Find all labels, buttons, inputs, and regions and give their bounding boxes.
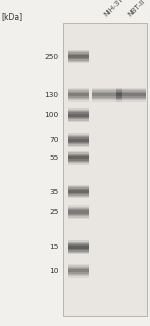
Bar — [68, 152, 88, 163]
Bar — [68, 265, 88, 276]
Bar — [68, 108, 88, 122]
Bar — [68, 268, 88, 274]
Bar — [68, 155, 88, 161]
Bar — [68, 112, 88, 118]
Bar — [68, 264, 88, 277]
Bar — [68, 92, 88, 98]
Bar — [68, 90, 88, 99]
Bar — [68, 111, 88, 119]
Bar — [68, 242, 88, 253]
Bar — [68, 187, 88, 196]
Text: NIH-3T3: NIH-3T3 — [103, 0, 128, 18]
Text: 100: 100 — [44, 112, 58, 118]
Bar — [116, 92, 146, 98]
Bar — [68, 137, 88, 143]
Bar — [68, 186, 88, 197]
Bar — [68, 139, 88, 142]
Bar — [68, 154, 88, 162]
Bar — [92, 93, 122, 96]
Text: 250: 250 — [44, 53, 58, 60]
Text: NBT-II: NBT-II — [127, 0, 146, 18]
Bar — [92, 92, 122, 98]
Bar — [68, 209, 88, 215]
Text: 35: 35 — [49, 188, 58, 195]
Bar — [68, 156, 88, 159]
Bar — [68, 89, 88, 100]
Text: 130: 130 — [44, 92, 58, 98]
Bar — [68, 211, 88, 214]
Bar — [92, 89, 122, 100]
Bar — [68, 269, 88, 272]
Bar — [68, 240, 88, 254]
Bar — [116, 88, 146, 102]
Bar — [68, 136, 88, 144]
Bar — [68, 205, 88, 219]
Bar — [68, 93, 88, 96]
Bar — [68, 207, 88, 218]
Bar — [68, 133, 88, 147]
Bar — [68, 53, 88, 59]
Bar — [116, 93, 146, 96]
Bar — [68, 110, 88, 121]
Bar — [68, 151, 88, 165]
Bar — [92, 88, 122, 102]
Bar — [68, 190, 88, 193]
Bar — [68, 88, 88, 102]
Text: 55: 55 — [49, 155, 58, 161]
Text: 25: 25 — [49, 209, 58, 215]
Bar — [68, 52, 88, 61]
Bar — [63, 23, 147, 316]
Bar — [68, 135, 88, 146]
Bar — [116, 89, 146, 100]
Bar — [68, 50, 88, 63]
Bar — [68, 244, 88, 250]
Bar — [68, 246, 88, 249]
Text: [kDa]: [kDa] — [2, 12, 23, 21]
Bar — [68, 55, 88, 58]
Bar — [68, 113, 88, 117]
Bar — [68, 208, 88, 216]
Text: 15: 15 — [49, 244, 58, 250]
Bar — [68, 51, 88, 62]
Bar — [68, 266, 88, 275]
Bar — [68, 185, 88, 198]
Bar — [116, 90, 146, 99]
Bar — [92, 90, 122, 99]
Bar — [68, 188, 88, 194]
Text: 10: 10 — [49, 268, 58, 274]
Text: 70: 70 — [49, 137, 58, 143]
Bar — [68, 243, 88, 252]
